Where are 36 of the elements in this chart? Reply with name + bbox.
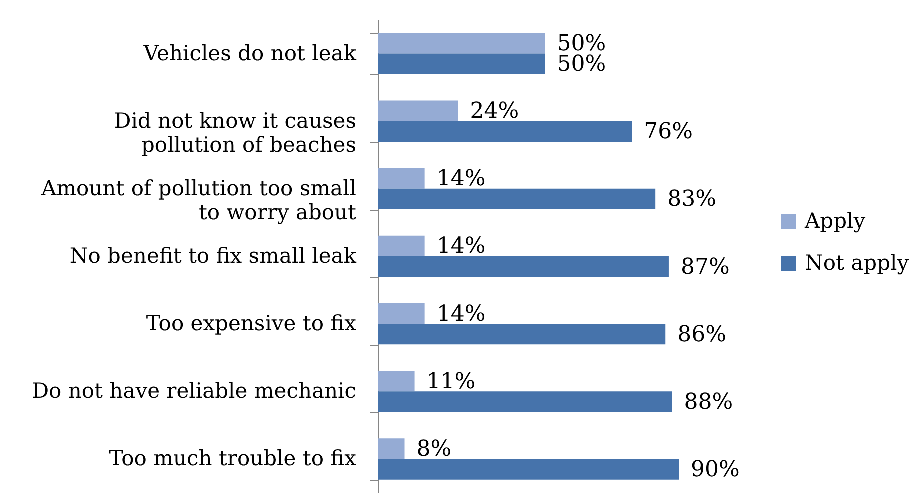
data-label: 83% (668, 187, 716, 212)
data-label: 76% (644, 120, 694, 145)
bar (378, 256, 669, 278)
bar (378, 392, 672, 412)
data-label: 88% (684, 390, 734, 415)
legend-label: Not apply (805, 251, 909, 275)
y-tick-label: Too expensive to fix (146, 312, 357, 336)
data-label: 14% (436, 234, 486, 260)
y-tick-label: Too much trouble to fix (109, 446, 357, 471)
bar (378, 371, 415, 392)
data-label: 90% (691, 458, 740, 483)
bar (378, 100, 458, 122)
data-label: 24% (470, 99, 520, 124)
data-label: 14% (436, 302, 486, 327)
bar (378, 168, 425, 189)
legend-label: Apply (804, 209, 866, 233)
bar (378, 236, 425, 256)
data-label: 14% (436, 166, 486, 192)
bar (378, 33, 546, 54)
bar (378, 188, 656, 210)
data-label: 86% (678, 322, 727, 348)
y-tick-label: No benefit to fix small leak (70, 244, 357, 268)
y-tick-label: Vehicles do not leak (142, 41, 357, 66)
bar (378, 459, 679, 480)
bar (378, 303, 425, 324)
y-tick-label: Do not have reliable mechanic (32, 379, 356, 404)
bar (378, 54, 546, 74)
y-tick-label: Did not know it causes pollution of beaches (114, 108, 356, 157)
bar (378, 438, 405, 460)
bar (378, 324, 666, 345)
data-label: 50% (557, 52, 606, 78)
y-tick-label: Amount of pollution too small to worry about (40, 176, 358, 224)
data-label: 87% (680, 254, 730, 280)
data-label: 8% (416, 436, 452, 462)
data-label: 11% (426, 369, 476, 394)
bar (378, 121, 632, 142)
